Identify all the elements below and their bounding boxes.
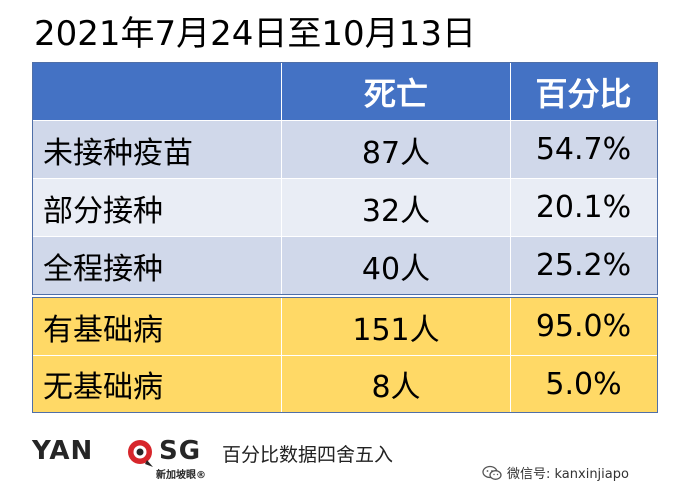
table-row: 未接种疫苗 87人 54.7%	[33, 120, 657, 178]
table-header-row: 死亡 百分比	[33, 63, 657, 120]
table-row: 有基础病 151人 95.0%	[33, 298, 657, 355]
row-deaths: 87人	[281, 121, 510, 178]
yansg-logo: YAN SG 新加坡眼®	[32, 436, 212, 486]
eye-logo-icon	[128, 440, 153, 467]
row-category: 全程接种	[43, 251, 163, 287]
logo-text-right: SG	[159, 436, 202, 466]
row-category: 部分接种	[43, 193, 163, 229]
header-category	[33, 63, 281, 120]
condition-table: 有基础病 151人 95.0% 无基础病 8人 5.0%	[32, 297, 658, 413]
wechat-icon	[482, 465, 502, 480]
row-percent: 54.7%	[510, 121, 656, 178]
row-deaths: 32人	[281, 179, 510, 236]
logo-subtitle: 新加坡眼®	[156, 470, 206, 481]
wechat-id-text: 微信号: kanxinjiapo	[507, 467, 629, 482]
row-category: 未接种疫苗	[43, 135, 193, 171]
header-deaths: 死亡	[281, 63, 510, 120]
rounding-note: 百分比数据四舍五入	[222, 444, 394, 466]
row-deaths: 40人	[281, 237, 510, 294]
row-percent: 95.0%	[510, 298, 656, 355]
table-row: 部分接种 32人 20.1%	[33, 178, 657, 236]
row-percent: 25.2%	[510, 237, 656, 294]
row-percent: 20.1%	[510, 179, 656, 236]
row-category: 有基础病	[43, 312, 163, 348]
vaccination-table: 死亡 百分比 未接种疫苗 87人 54.7% 部分接种 32人 20.1% 全程…	[32, 62, 658, 295]
table-row: 无基础病 8人 5.0%	[33, 355, 657, 412]
logo-text-left: YAN	[32, 436, 94, 466]
table-row: 全程接种 40人 25.2%	[33, 236, 657, 294]
row-category: 无基础病	[43, 370, 163, 405]
wechat-id: 微信号: kanxinjiapo	[482, 463, 629, 482]
row-percent: 5.0%	[510, 356, 656, 412]
page-title: 2021年7月24日至10月13日	[34, 14, 476, 54]
header-percent: 百分比	[510, 63, 656, 120]
row-deaths: 151人	[281, 298, 510, 355]
row-deaths: 8人	[281, 356, 510, 412]
